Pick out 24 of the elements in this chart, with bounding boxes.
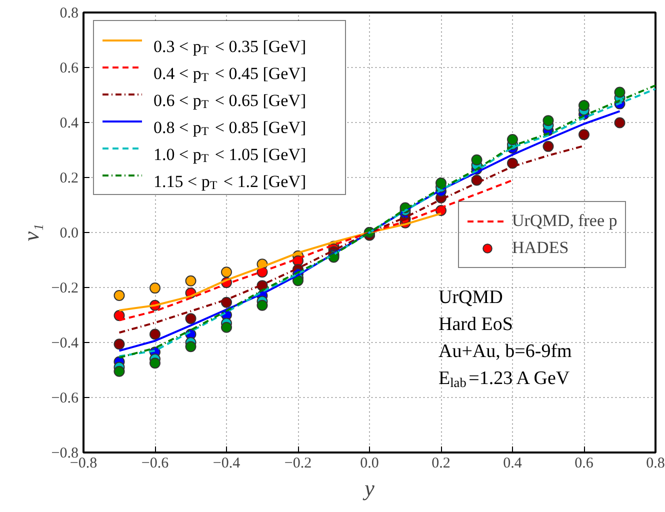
annotation: UrQMD [438,287,503,308]
x-axis-title: y [362,476,375,500]
x-tick-label: −0.2 [284,456,312,472]
x-tick-label: −0.6 [141,456,170,472]
y-tick-label: −0.4 [51,336,79,352]
y-tick-label: 0.6 [60,60,79,76]
x-tick-label: 0.6 [574,456,594,472]
y-tick-label: −0.2 [51,280,79,296]
x-tick-label: 0.2 [432,456,450,472]
annotation: Hard EoS [438,314,513,335]
x-tick-label: −0.4 [212,456,241,472]
x-tick-label: 0.0 [360,456,379,472]
y-tick-label: 0.4 [60,116,79,132]
annotation: UrQMD, free p [512,210,618,232]
y-tick-label: −0.6 [51,390,79,406]
y-tick-label: 0.8 [60,6,78,22]
x-tick-label: 0.4 [503,456,522,472]
annotation: Au+Au, b=6-9fm [438,341,572,362]
y-axis-title: v₁ [18,224,44,242]
x-tick-label: 0.8 [646,456,665,472]
y-tick-label: 0.0 [60,226,78,242]
y-tick-label: 0.2 [60,170,78,186]
legend-label: HADES [512,237,569,259]
y-tick-label: −0.8 [51,446,79,462]
